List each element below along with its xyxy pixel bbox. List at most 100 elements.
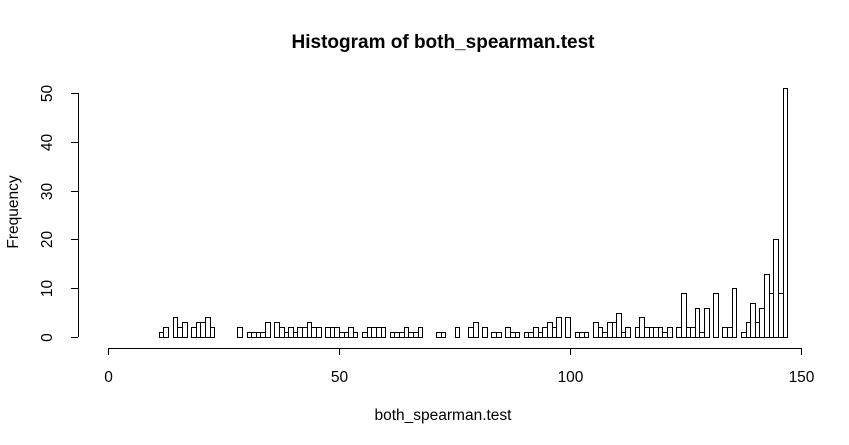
histogram-bar (163, 327, 169, 338)
histogram-bar (616, 313, 622, 338)
histogram-bar (746, 322, 751, 338)
histogram-bar (579, 332, 585, 338)
histogram-bar (491, 332, 497, 338)
histogram-bar (644, 327, 650, 338)
histogram-bar (362, 332, 368, 338)
histogram-bar (538, 332, 543, 338)
x-tick-label: 150 (789, 369, 815, 386)
histogram-bar (251, 332, 257, 338)
histogram-bar (256, 332, 261, 338)
histogram-bar (681, 293, 687, 338)
histogram-bar (662, 332, 668, 338)
y-axis: 0 10 20 30 40 50 (39, 85, 79, 342)
histogram-bar (676, 327, 682, 338)
bars-group (159, 88, 788, 338)
histogram-bar (381, 327, 386, 338)
histogram-bar (330, 327, 335, 338)
histogram-bar (575, 332, 580, 338)
histogram-bar (505, 327, 511, 338)
histogram-bar (722, 327, 728, 338)
histogram-bar (528, 332, 534, 338)
y-tick-label: 10 (39, 280, 56, 298)
histogram-bar (316, 327, 322, 338)
histogram-bar (515, 332, 520, 338)
histogram-bar (699, 332, 705, 338)
histogram-bar (302, 327, 308, 338)
histogram-bar (612, 322, 617, 338)
histogram-bar (704, 308, 710, 338)
y-tick-label: 20 (39, 231, 56, 249)
histogram-bar (182, 322, 188, 338)
histogram-bar (265, 322, 271, 338)
histogram-bar (348, 327, 354, 338)
x-axis-label: both_spearman.test (374, 407, 512, 424)
histogram-bar (482, 327, 488, 338)
histogram-bar (727, 327, 733, 338)
histogram-bar (602, 332, 608, 338)
histogram-bar (510, 332, 516, 338)
histogram-bar (556, 317, 562, 338)
histogram-bar (565, 317, 571, 338)
histogram-bar (455, 327, 460, 338)
y-tick-label: 0 (39, 333, 56, 342)
histogram-bar (297, 327, 303, 338)
histogram-bar (750, 303, 756, 338)
x-axis: 0 50 100 150 (104, 348, 815, 386)
histogram-bar (496, 332, 502, 338)
histogram-bar (159, 332, 164, 338)
histogram-bar (764, 274, 770, 338)
chart-title: Histogram of both_spearman.test (292, 32, 596, 53)
histogram-bar (173, 317, 178, 338)
histogram-bar (196, 322, 201, 338)
histogram-bar (376, 327, 382, 338)
histogram-bar (759, 308, 765, 338)
histogram-bar (191, 327, 197, 338)
histogram-bar (367, 327, 372, 338)
histogram-bar (399, 332, 405, 338)
histogram-bar (288, 327, 294, 338)
histogram-bar (533, 327, 539, 338)
histogram-bar (247, 332, 252, 338)
histogram-bar (686, 327, 691, 338)
histogram-bar (607, 322, 613, 338)
x-tick-label: 50 (331, 369, 349, 386)
histogram-bar (200, 322, 206, 338)
histogram-bar (658, 327, 663, 338)
x-tick-label: 0 (104, 369, 113, 386)
histogram-bar (394, 332, 400, 338)
histogram-bar (436, 332, 442, 338)
histogram-bar (311, 327, 317, 338)
histogram-bar (468, 327, 474, 338)
histogram-bar (325, 327, 331, 338)
histogram-bar (769, 293, 774, 338)
histogram-bar (552, 327, 557, 338)
y-tick-label: 40 (39, 134, 56, 152)
x-tick-label: 100 (558, 369, 584, 386)
histogram-bar (441, 332, 446, 338)
histogram-bar (639, 317, 645, 338)
histogram-bar (783, 88, 788, 338)
histogram-bar (353, 332, 358, 338)
histogram-bar (542, 327, 548, 338)
histogram-bar (593, 322, 599, 338)
histogram-bar (547, 322, 553, 338)
histogram-bar (649, 327, 654, 338)
histogram-bar (418, 327, 423, 338)
histogram-bar (293, 332, 298, 338)
histogram-bar (755, 322, 760, 338)
histogram-bar (344, 332, 349, 338)
histogram-bar (598, 327, 603, 338)
histogram-bar (371, 327, 377, 338)
histogram-bar (339, 332, 345, 338)
histogram-bar (177, 327, 183, 338)
histogram-bar (413, 332, 419, 338)
histogram-bar (621, 332, 626, 338)
y-axis-label: Frequency (5, 175, 22, 248)
histogram-bar (284, 332, 289, 338)
histogram-bar (279, 327, 285, 338)
histogram-bar (524, 332, 529, 338)
histogram-bar (334, 327, 340, 338)
histogram-bar (732, 288, 737, 338)
histogram-bar (210, 327, 215, 338)
